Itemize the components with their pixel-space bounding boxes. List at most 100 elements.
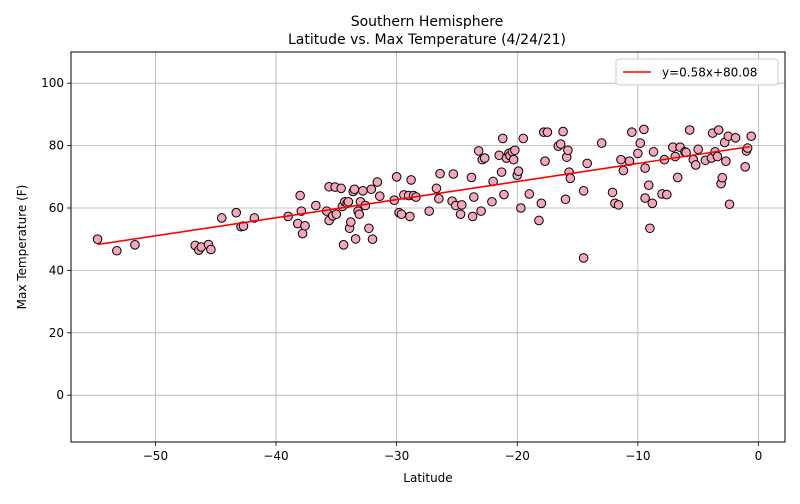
data-point xyxy=(405,211,415,222)
data-point xyxy=(670,151,681,162)
data-point xyxy=(338,240,349,250)
data-point xyxy=(354,209,365,220)
plot-frame xyxy=(70,51,786,443)
data-point xyxy=(358,186,368,196)
x-tick-label: −40 xyxy=(263,449,288,463)
data-point xyxy=(618,165,629,176)
data-point xyxy=(366,184,377,195)
data-point xyxy=(693,144,703,155)
data-point xyxy=(455,209,466,220)
legend: y=0.58x+80.08 xyxy=(615,58,779,86)
data-point xyxy=(372,177,383,187)
data-point xyxy=(513,166,524,176)
data-point xyxy=(331,209,342,220)
data-point xyxy=(350,234,361,244)
data-point xyxy=(578,186,589,196)
y-tick-label: 40 xyxy=(49,263,64,277)
data-point xyxy=(534,215,544,226)
y-tick-label: 20 xyxy=(49,326,64,340)
data-point xyxy=(640,193,650,203)
data-point xyxy=(648,147,659,157)
data-point xyxy=(487,196,497,207)
data-point xyxy=(435,168,445,179)
data-point xyxy=(349,184,360,195)
data-point xyxy=(469,192,479,202)
x-tick-label: −50 xyxy=(143,449,168,463)
data-point xyxy=(499,189,509,200)
data-point xyxy=(231,207,242,218)
legend-label: y=0.58x+80.08 xyxy=(662,66,757,80)
data-point xyxy=(633,148,643,159)
data-point xyxy=(424,206,435,216)
data-point xyxy=(542,127,553,137)
data-point xyxy=(508,154,519,165)
x-tick-label: −10 xyxy=(625,449,650,463)
data-point xyxy=(582,158,593,169)
x-axis-ticks: −50 −40 −30 −20 −10 0 xyxy=(143,442,762,463)
data-point xyxy=(721,156,731,166)
data-point xyxy=(578,253,589,263)
data-point xyxy=(712,151,723,162)
data-point xyxy=(92,234,103,244)
data-point xyxy=(647,198,658,209)
data-point xyxy=(238,221,249,231)
data-point xyxy=(635,138,646,148)
data-point xyxy=(563,145,573,156)
data-point xyxy=(295,190,305,201)
data-point xyxy=(717,172,728,183)
data-point xyxy=(374,191,385,201)
data-point xyxy=(467,211,478,222)
data-point xyxy=(746,131,757,142)
data-point xyxy=(406,175,416,185)
data-point xyxy=(396,209,407,220)
data-point xyxy=(311,200,321,211)
data-point xyxy=(560,194,571,205)
data-point xyxy=(476,206,486,216)
y-tick-label: 0 xyxy=(56,388,64,402)
data-point xyxy=(518,133,529,144)
data-points xyxy=(92,124,757,263)
legend-box xyxy=(615,58,779,86)
data-point xyxy=(536,198,547,209)
y-tick-label: 60 xyxy=(49,201,64,215)
data-point xyxy=(524,189,535,199)
data-point xyxy=(479,153,490,163)
data-point xyxy=(112,245,122,256)
data-point xyxy=(496,167,507,177)
data-point xyxy=(713,125,724,135)
data-point xyxy=(640,163,650,173)
data-point xyxy=(448,169,459,179)
data-point xyxy=(643,180,654,191)
data-point xyxy=(336,183,346,194)
data-point xyxy=(434,193,444,204)
data-point xyxy=(607,187,618,198)
data-point xyxy=(343,196,354,207)
regression-line xyxy=(97,145,751,246)
regression-line-group xyxy=(97,145,751,246)
data-point xyxy=(613,200,624,210)
data-point xyxy=(300,220,310,231)
data-point xyxy=(596,138,607,148)
chart-title-line1: Southern Hemisphere xyxy=(351,14,504,30)
data-point xyxy=(130,240,140,250)
chart-title-line2: Latitude vs. Max Temperature (4/24/21) xyxy=(288,32,566,48)
y-tick-label: 80 xyxy=(49,139,64,153)
data-point xyxy=(730,133,741,143)
x-axis-label: Latitude xyxy=(403,471,452,485)
data-point xyxy=(206,244,216,255)
data-point xyxy=(684,125,695,135)
data-point xyxy=(391,172,402,182)
data-point xyxy=(431,183,442,194)
data-point xyxy=(466,172,477,183)
data-point xyxy=(510,145,520,156)
data-point xyxy=(516,203,526,213)
data-point xyxy=(364,223,374,234)
data-point xyxy=(627,127,637,137)
x-tick-label: −30 xyxy=(384,449,409,463)
data-point xyxy=(740,162,750,172)
data-point xyxy=(456,200,467,210)
data-point xyxy=(645,223,655,234)
data-point xyxy=(555,139,566,149)
x-tick-label: −20 xyxy=(505,449,530,463)
